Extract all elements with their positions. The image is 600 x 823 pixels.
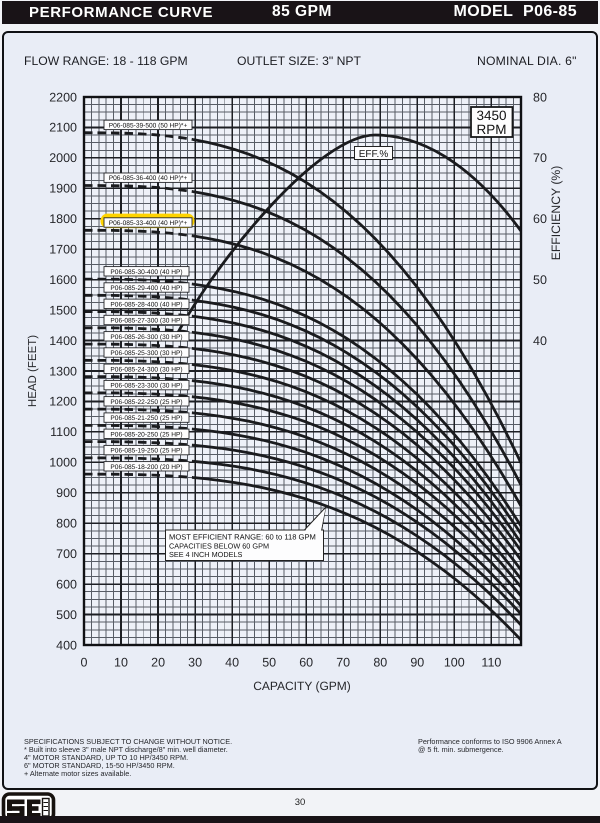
svg-text:P06-085-19-250 (25 HP): P06-085-19-250 (25 HP) [110,448,182,455]
svg-text:P06-085-20-250 (25 HP): P06-085-20-250 (25 HP) [110,431,182,438]
svg-text:P06-085-36-400 (40 HP)*+: P06-085-36-400 (40 HP)*+ [109,175,188,182]
svg-text:1000: 1000 [49,456,77,470]
svg-text:P06-085-28-400 (40 HP): P06-085-28-400 (40 HP) [110,301,182,308]
svg-text:60: 60 [299,656,313,670]
svg-text:1200: 1200 [49,395,77,409]
svg-text:700: 700 [56,547,77,561]
svg-text:2200: 2200 [49,90,77,104]
svg-text:1100: 1100 [50,425,77,439]
svg-text:1900: 1900 [49,182,77,196]
svg-text:0: 0 [81,656,88,670]
svg-text:P06-085-24-300 (30 HP): P06-085-24-300 (30 HP) [110,366,182,373]
svg-text:P06-085-21-250 (25 HP): P06-085-21-250 (25 HP) [110,415,182,422]
svg-text:2100: 2100 [49,121,77,135]
svg-text:1300: 1300 [49,364,77,378]
svg-text:P06-085-27-300 (30 HP): P06-085-27-300 (30 HP) [110,318,182,325]
svg-text:1400: 1400 [49,334,77,348]
svg-text:50: 50 [533,273,547,287]
svg-text:1500: 1500 [49,303,77,317]
svg-text:60: 60 [533,212,547,226]
svg-text:EFFICIENCY (%): EFFICIENCY (%) [549,166,563,261]
svg-text:70: 70 [336,656,350,670]
svg-text:RPM: RPM [477,122,507,137]
svg-text:P06-085-26-300 (30 HP): P06-085-26-300 (30 HP) [110,334,182,341]
svg-text:20: 20 [151,656,165,670]
svg-text:500: 500 [56,608,77,622]
svg-text:P06-085-29-400 (40 HP): P06-085-29-400 (40 HP) [110,285,182,292]
svg-text:30: 30 [188,656,202,670]
svg-text:EFF.%: EFF.% [359,149,389,160]
svg-text:P06-085-25-300 (30 HP): P06-085-25-300 (30 HP) [110,350,182,357]
svg-text:1800: 1800 [49,212,77,226]
svg-text:600: 600 [56,577,77,591]
svg-text:70: 70 [533,151,547,165]
svg-text:2000: 2000 [49,151,77,165]
svg-text:10: 10 [114,656,128,670]
svg-text:3450: 3450 [476,108,506,123]
svg-text:P06-085-18-200 (20 HP): P06-085-18-200 (20 HP) [110,464,182,471]
svg-text:P06-085-39-500 (50 HP)*+: P06-085-39-500 (50 HP)*+ [109,122,188,129]
svg-text:110: 110 [481,656,501,670]
svg-text:CAPACITIES BELOW 60 GPM: CAPACITIES BELOW 60 GPM [169,541,269,550]
svg-text:1600: 1600 [49,273,77,287]
svg-text:SEE 4 INCH MODELS: SEE 4 INCH MODELS [169,550,243,559]
svg-text:P06-085-23-300 (30 HP): P06-085-23-300 (30 HP) [110,383,182,390]
svg-text:40: 40 [533,334,547,348]
svg-text:P06-085-33-400 (40 HP)*+: P06-085-33-400 (40 HP)*+ [109,220,188,227]
svg-text:CAPACITY (GPM): CAPACITY (GPM) [253,679,351,693]
svg-text:900: 900 [56,486,77,500]
svg-text:1700: 1700 [49,243,77,257]
svg-text:800: 800 [56,517,77,531]
svg-text:50: 50 [262,656,276,670]
svg-text:40: 40 [225,656,239,670]
svg-text:100: 100 [444,656,465,670]
svg-text:P06-085-22-250 (25 HP): P06-085-22-250 (25 HP) [110,399,182,406]
svg-text:HEAD (FEET): HEAD (FEET) [27,335,39,407]
svg-text:MOST EFFICIENT RANGE: 60 to 11: MOST EFFICIENT RANGE: 60 to 118 GPM [169,533,316,542]
svg-text:80: 80 [533,90,547,104]
svg-text:90: 90 [410,656,424,670]
svg-text:80: 80 [373,656,387,670]
svg-text:P06-085-30-400 (40 HP): P06-085-30-400 (40 HP) [110,269,182,276]
svg-text:400: 400 [56,638,77,652]
